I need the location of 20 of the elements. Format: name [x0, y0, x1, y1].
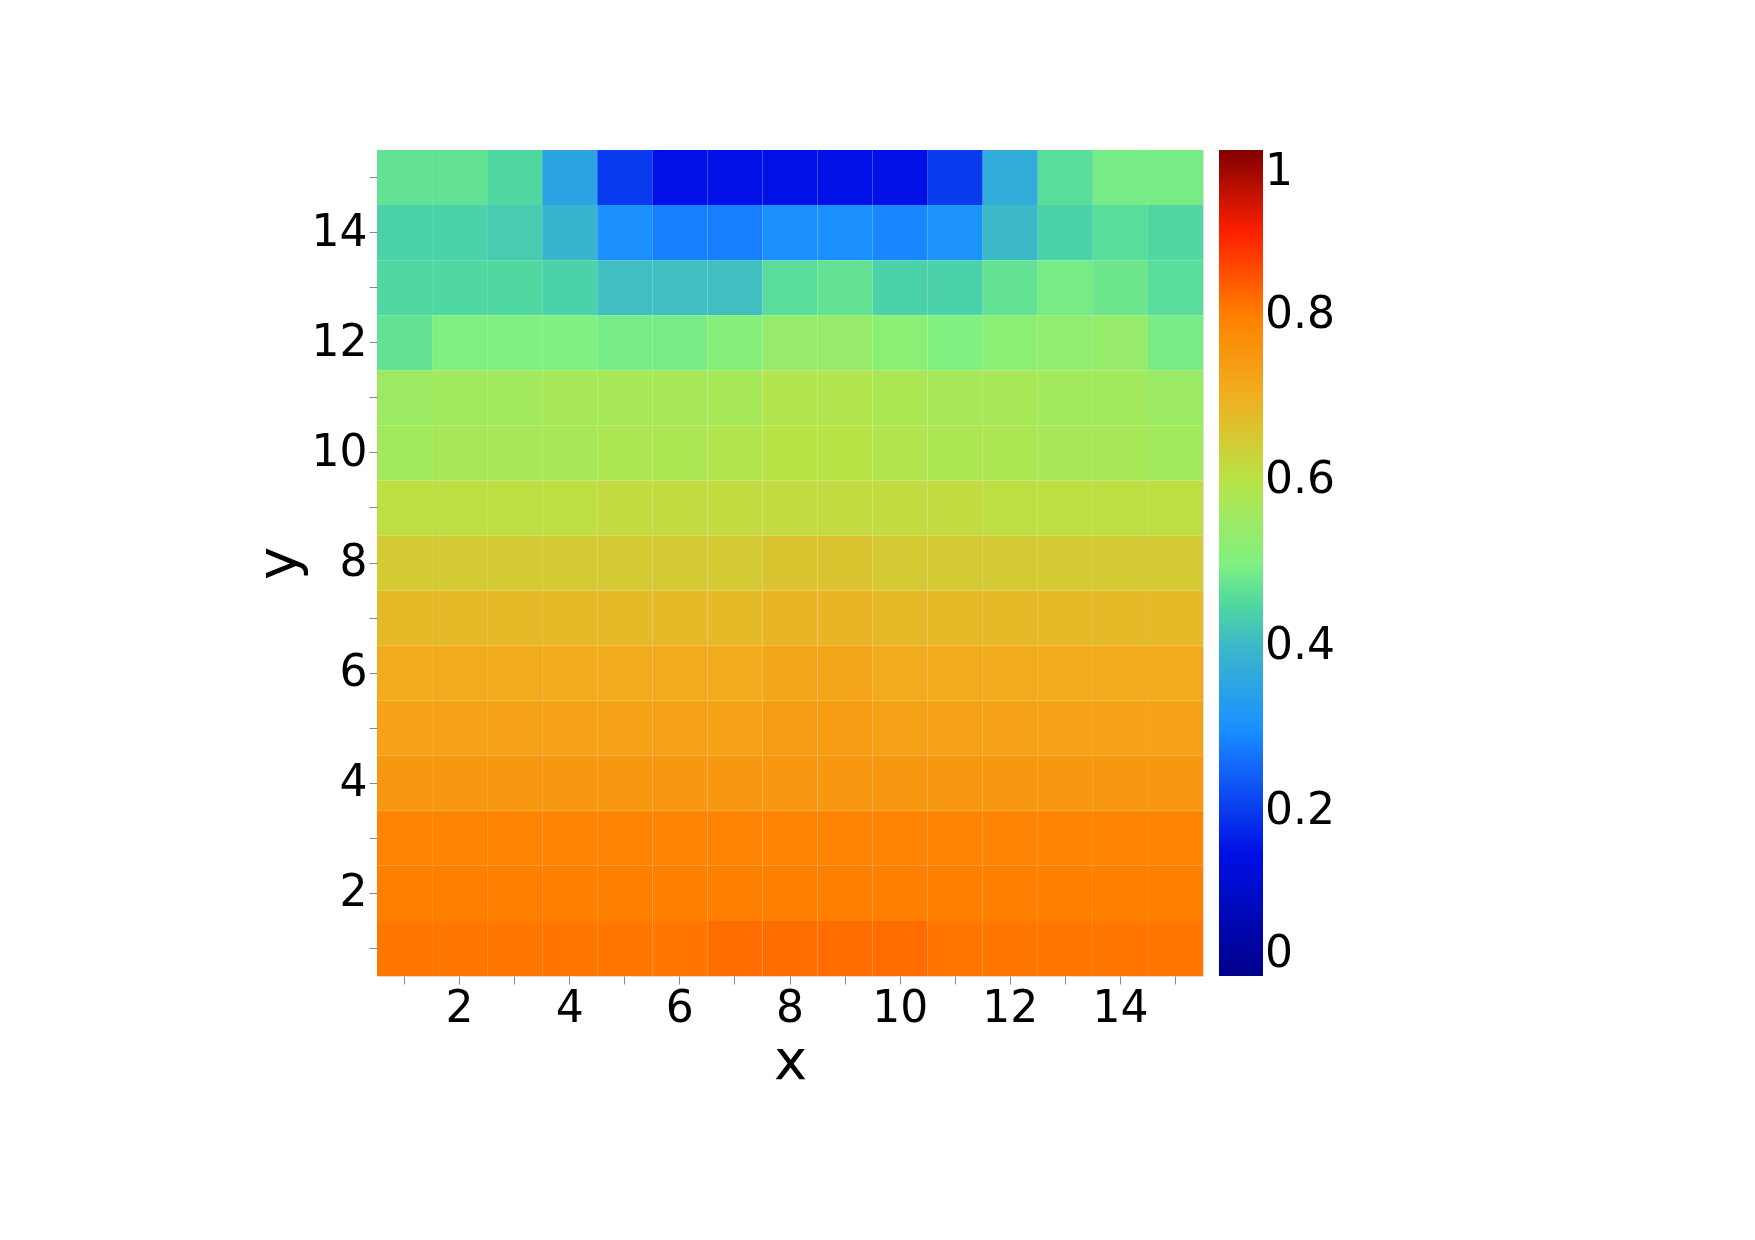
- color-bar-label: 0.6: [1265, 452, 1335, 504]
- y-tick-label: 4: [339, 755, 368, 807]
- y-tick-label: 12: [311, 314, 368, 366]
- color-bar-label: 0: [1265, 926, 1293, 977]
- y-tick-label: 8: [339, 535, 368, 586]
- x-tick-label: 12: [982, 980, 1039, 1032]
- x-tick-label: 6: [665, 980, 694, 1032]
- x-tick-label: 10: [872, 980, 929, 1032]
- x-tick-label: 14: [1092, 980, 1149, 1032]
- color-bar-label: 0.2: [1265, 782, 1335, 834]
- y-tick-label: 6: [339, 645, 368, 697]
- x-tick-label: 2: [445, 980, 474, 1032]
- color-bar-label: 0.4: [1265, 617, 1335, 669]
- y-tick-label: 10: [311, 424, 368, 476]
- y-tick-label: 14: [311, 204, 368, 256]
- y-axis-title: y: [243, 546, 309, 581]
- y-tick-label: 2: [339, 865, 368, 917]
- color-bar-label: 0.8: [1265, 287, 1335, 339]
- x-tick-label: 4: [555, 980, 584, 1032]
- color-bar-label: 1: [1265, 144, 1293, 195]
